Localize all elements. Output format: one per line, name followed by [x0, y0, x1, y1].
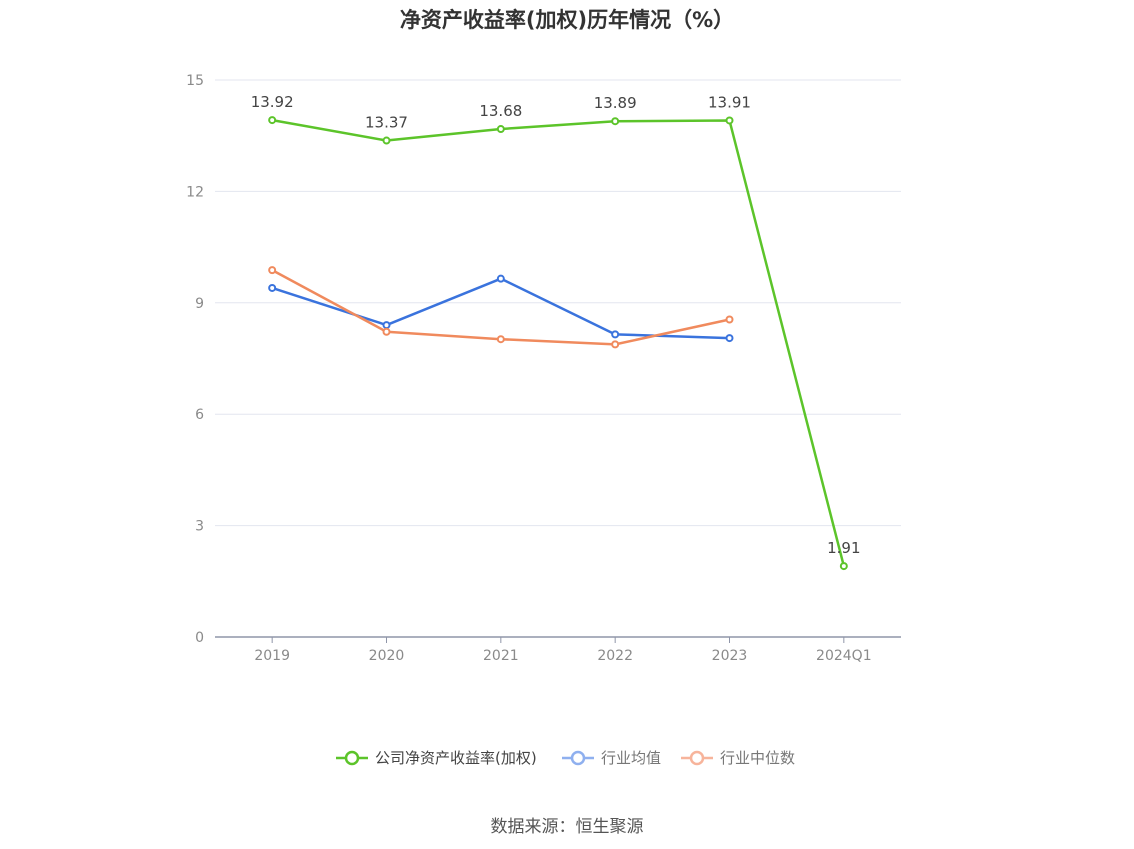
- data-point: [611, 340, 620, 349]
- data-point: [496, 335, 505, 344]
- data-point: [268, 266, 277, 275]
- data-label: 13.68: [479, 102, 522, 120]
- legend-label: 行业中位数: [720, 749, 795, 767]
- x-tick-label: 2024Q1: [816, 648, 872, 664]
- chart-title: 净资产收益率(加权)历年情况（%）: [399, 8, 735, 32]
- legend-item-2[interactable]: 行业均值: [562, 749, 661, 767]
- series-1: [268, 116, 848, 571]
- y-tick-label: 12: [186, 184, 204, 200]
- data-labels: 13.92 13.37 13.68 13.89 13.91 1.91: [251, 93, 861, 557]
- data-point: [611, 117, 620, 126]
- data-label: 13.91: [708, 93, 751, 111]
- data-point: [611, 330, 620, 339]
- series-2: [268, 274, 734, 343]
- data-point: [725, 315, 734, 324]
- data-point: [839, 562, 848, 571]
- data-point: [268, 116, 277, 125]
- data-label: 13.89: [594, 94, 637, 112]
- x-tick-label: 2020: [369, 648, 405, 664]
- data-point: [382, 136, 391, 145]
- legend-label: 行业均值: [601, 749, 661, 767]
- legend-marker-icon: [344, 750, 360, 766]
- series-lines: [268, 116, 848, 571]
- y-tick-label: 9: [195, 296, 204, 312]
- data-label: 1.91: [827, 539, 860, 557]
- y-tick-label: 6: [195, 407, 204, 423]
- y-tick-label: 15: [186, 73, 204, 89]
- legend-item-1[interactable]: 公司净资产收益率(加权): [336, 749, 537, 767]
- data-label: 13.37: [365, 114, 408, 132]
- legend: 公司净资产收益率(加权) 行业均值 行业中位数: [336, 749, 795, 767]
- x-tick-label: 2021: [483, 648, 519, 664]
- axes: 0 3 6 9 12 15 2019 2020 2021 2022 2023 2024Q1: [186, 73, 901, 664]
- data-point: [496, 125, 505, 134]
- x-tick-label: 2022: [597, 648, 633, 664]
- grid-lines: [215, 79, 901, 527]
- series-3: [268, 266, 734, 349]
- y-tick-label: 0: [195, 630, 204, 646]
- data-point: [268, 283, 277, 292]
- data-label: 13.92: [251, 93, 294, 111]
- data-point: [382, 321, 391, 330]
- data-point: [382, 327, 391, 336]
- x-tick-label: 2019: [254, 648, 290, 664]
- data-point: [496, 274, 505, 283]
- legend-label: 公司净资产收益率(加权): [375, 749, 537, 767]
- data-point: [725, 334, 734, 343]
- series-line: [271, 118, 846, 567]
- legend-item-3[interactable]: 行业中位数: [681, 749, 795, 767]
- legend-marker-icon: [689, 750, 705, 766]
- y-tick-label: 3: [195, 519, 204, 535]
- legend-marker-icon: [570, 750, 586, 766]
- source-note: 数据来源：恒生聚源: [490, 817, 644, 837]
- x-tick-label: 2023: [712, 648, 748, 664]
- data-point: [725, 116, 734, 125]
